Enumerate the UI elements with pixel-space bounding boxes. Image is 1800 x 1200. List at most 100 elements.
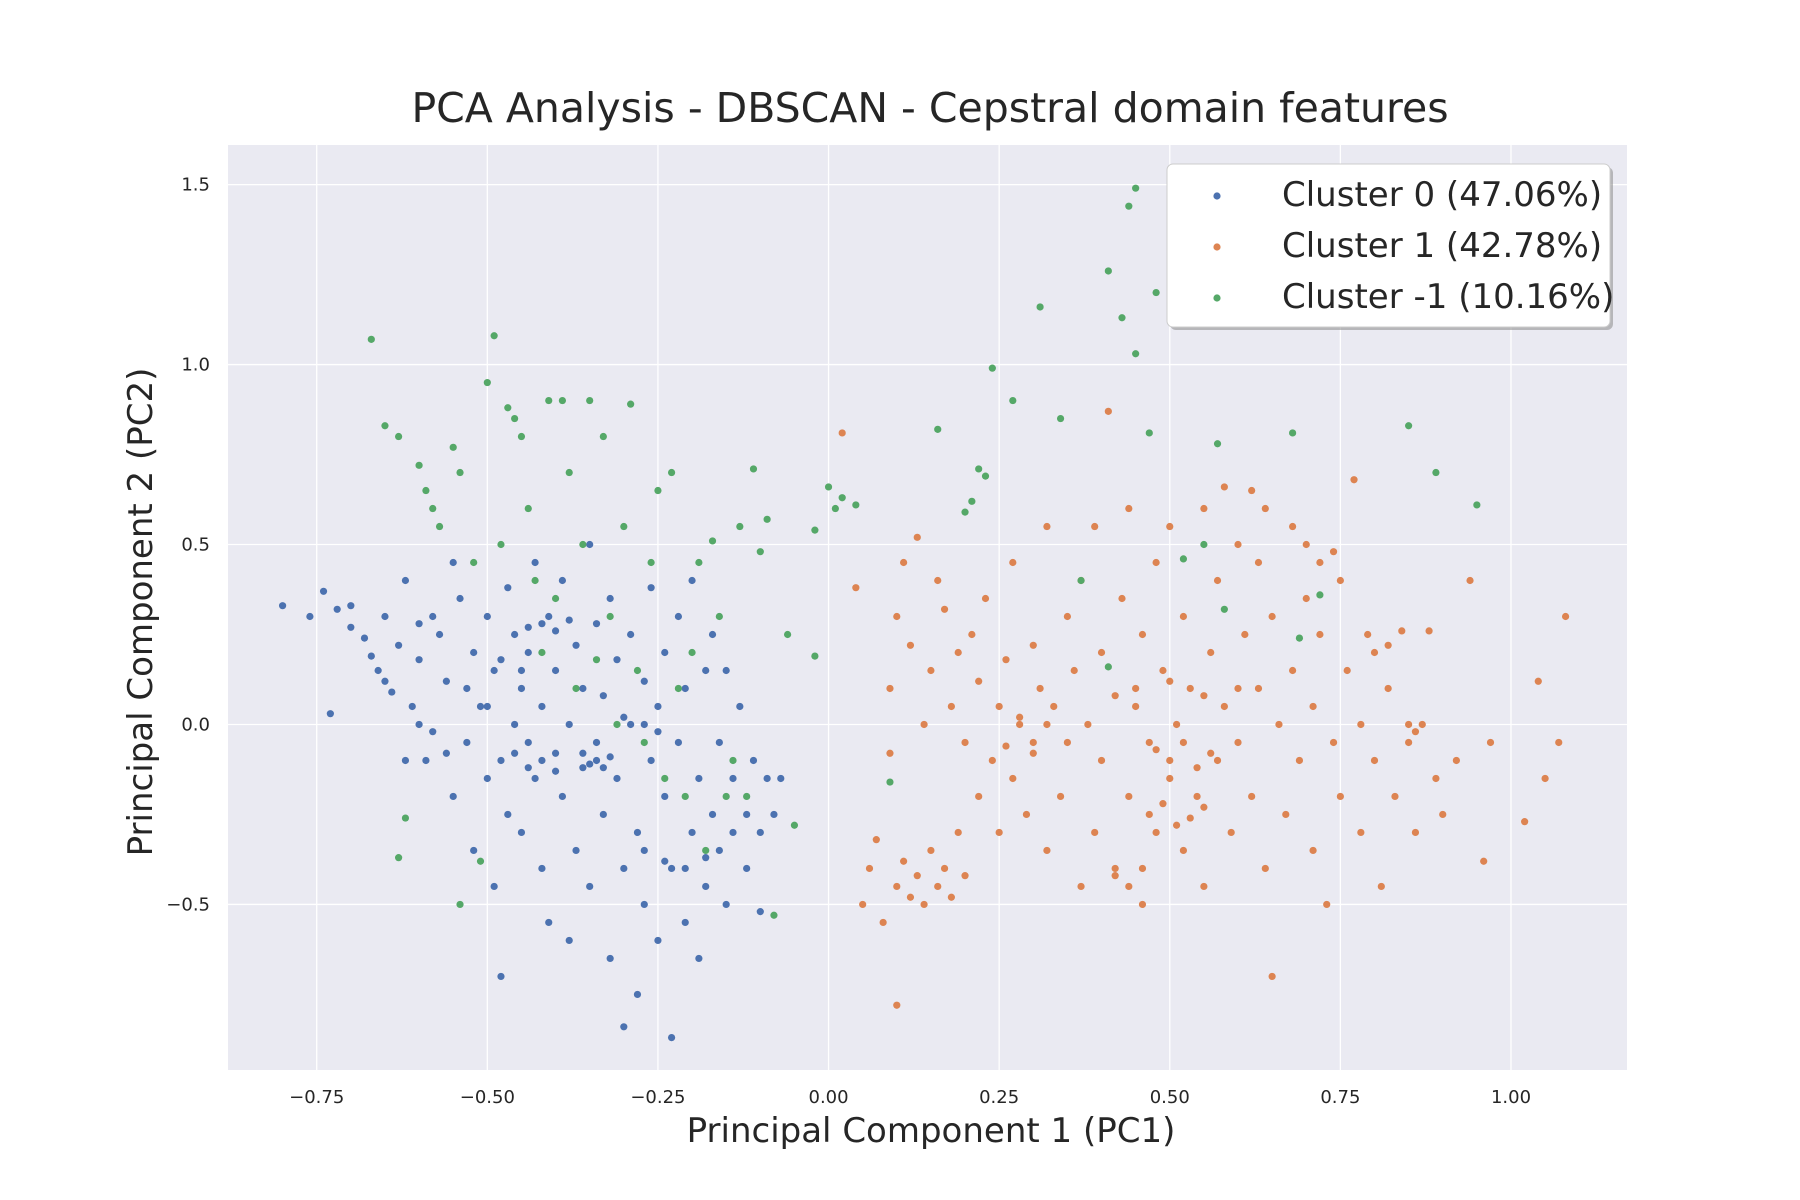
data-point bbox=[1111, 872, 1119, 880]
data-point bbox=[620, 713, 628, 721]
data-point bbox=[633, 828, 642, 837]
data-point bbox=[278, 602, 287, 610]
data-point bbox=[360, 634, 369, 642]
data-point bbox=[1050, 702, 1058, 711]
data-point bbox=[606, 753, 614, 761]
data-point bbox=[504, 810, 512, 819]
x-tick-label: 0.00 bbox=[809, 1087, 849, 1108]
data-point bbox=[490, 332, 498, 340]
data-point bbox=[654, 728, 662, 736]
data-point bbox=[1193, 792, 1201, 801]
data-point bbox=[401, 576, 410, 585]
data-point bbox=[1077, 882, 1085, 891]
data-point bbox=[504, 404, 512, 412]
data-point bbox=[1009, 396, 1017, 405]
data-point bbox=[613, 656, 621, 664]
data-point bbox=[661, 857, 669, 865]
data-point bbox=[886, 684, 894, 693]
data-point bbox=[1309, 846, 1317, 855]
data-point bbox=[1521, 818, 1529, 826]
data-point bbox=[456, 900, 464, 909]
data-point bbox=[1016, 713, 1024, 721]
data-point bbox=[981, 472, 990, 480]
data-point bbox=[511, 630, 519, 639]
data-point bbox=[1200, 803, 1208, 811]
data-point bbox=[749, 756, 758, 765]
data-point bbox=[1316, 630, 1324, 639]
data-point bbox=[1473, 501, 1481, 509]
data-point bbox=[538, 648, 546, 657]
data-point bbox=[859, 900, 867, 909]
data-point bbox=[1336, 792, 1344, 801]
data-point bbox=[1207, 648, 1215, 657]
data-point bbox=[1091, 522, 1099, 531]
data-point bbox=[1152, 746, 1160, 754]
data-point bbox=[627, 400, 635, 408]
data-point bbox=[1132, 184, 1140, 192]
data-point bbox=[1534, 677, 1542, 685]
data-point bbox=[811, 526, 819, 534]
data-point bbox=[1561, 612, 1570, 621]
data-point bbox=[1009, 774, 1017, 783]
data-point bbox=[681, 684, 689, 693]
data-point bbox=[524, 504, 532, 513]
data-point bbox=[388, 688, 396, 696]
data-point bbox=[654, 702, 662, 711]
data-point bbox=[763, 774, 771, 783]
data-point bbox=[961, 738, 969, 747]
data-point bbox=[422, 486, 430, 495]
data-point bbox=[1138, 630, 1147, 639]
data-point bbox=[1234, 540, 1242, 549]
data-point bbox=[1466, 576, 1474, 585]
data-point bbox=[633, 990, 642, 999]
data-point bbox=[927, 666, 935, 675]
data-point bbox=[497, 656, 505, 664]
data-point bbox=[565, 616, 573, 624]
data-point bbox=[613, 720, 621, 729]
data-point bbox=[476, 857, 485, 865]
data-point bbox=[572, 641, 580, 649]
data-point bbox=[1159, 666, 1167, 675]
legend-label: Cluster 1 (42.78%) bbox=[1282, 226, 1602, 266]
legend: Cluster 0 (47.06%) Cluster 1 (42.78%) Clus… bbox=[1166, 163, 1614, 330]
data-point bbox=[661, 792, 669, 801]
data-point bbox=[1132, 702, 1140, 711]
data-point bbox=[1029, 641, 1037, 649]
data-point bbox=[551, 767, 560, 775]
data-point bbox=[1070, 666, 1078, 675]
data-point bbox=[511, 414, 519, 423]
data-point bbox=[347, 602, 355, 610]
data-point bbox=[661, 774, 669, 783]
data-point bbox=[395, 641, 403, 649]
data-point bbox=[565, 936, 573, 945]
data-point bbox=[900, 558, 908, 567]
data-point bbox=[1384, 684, 1392, 693]
data-point bbox=[777, 774, 785, 783]
data-point bbox=[1172, 720, 1181, 729]
data-point bbox=[1418, 720, 1426, 729]
data-point bbox=[613, 774, 621, 783]
data-point bbox=[1282, 810, 1290, 819]
data-point bbox=[674, 684, 683, 693]
data-point bbox=[592, 756, 601, 765]
data-point bbox=[906, 641, 915, 649]
data-point bbox=[1084, 720, 1092, 729]
data-point bbox=[1336, 576, 1344, 585]
data-point bbox=[1097, 648, 1106, 657]
data-point bbox=[1118, 314, 1126, 322]
data-point bbox=[954, 648, 962, 657]
y-tick-label: 1.0 bbox=[181, 355, 210, 376]
data-point bbox=[374, 666, 382, 675]
data-point bbox=[640, 720, 648, 729]
data-point bbox=[763, 515, 771, 523]
data-point bbox=[1152, 828, 1160, 837]
data-point bbox=[579, 749, 587, 757]
data-point bbox=[893, 882, 901, 891]
data-point bbox=[1200, 540, 1208, 549]
data-point bbox=[1254, 684, 1263, 693]
data-point bbox=[456, 468, 464, 477]
data-point bbox=[422, 756, 430, 765]
data-point bbox=[1145, 738, 1153, 747]
data-point bbox=[1370, 648, 1379, 657]
y-tick-labels: −0.5 0.0 0.5 1.0 1.5 bbox=[166, 175, 210, 916]
